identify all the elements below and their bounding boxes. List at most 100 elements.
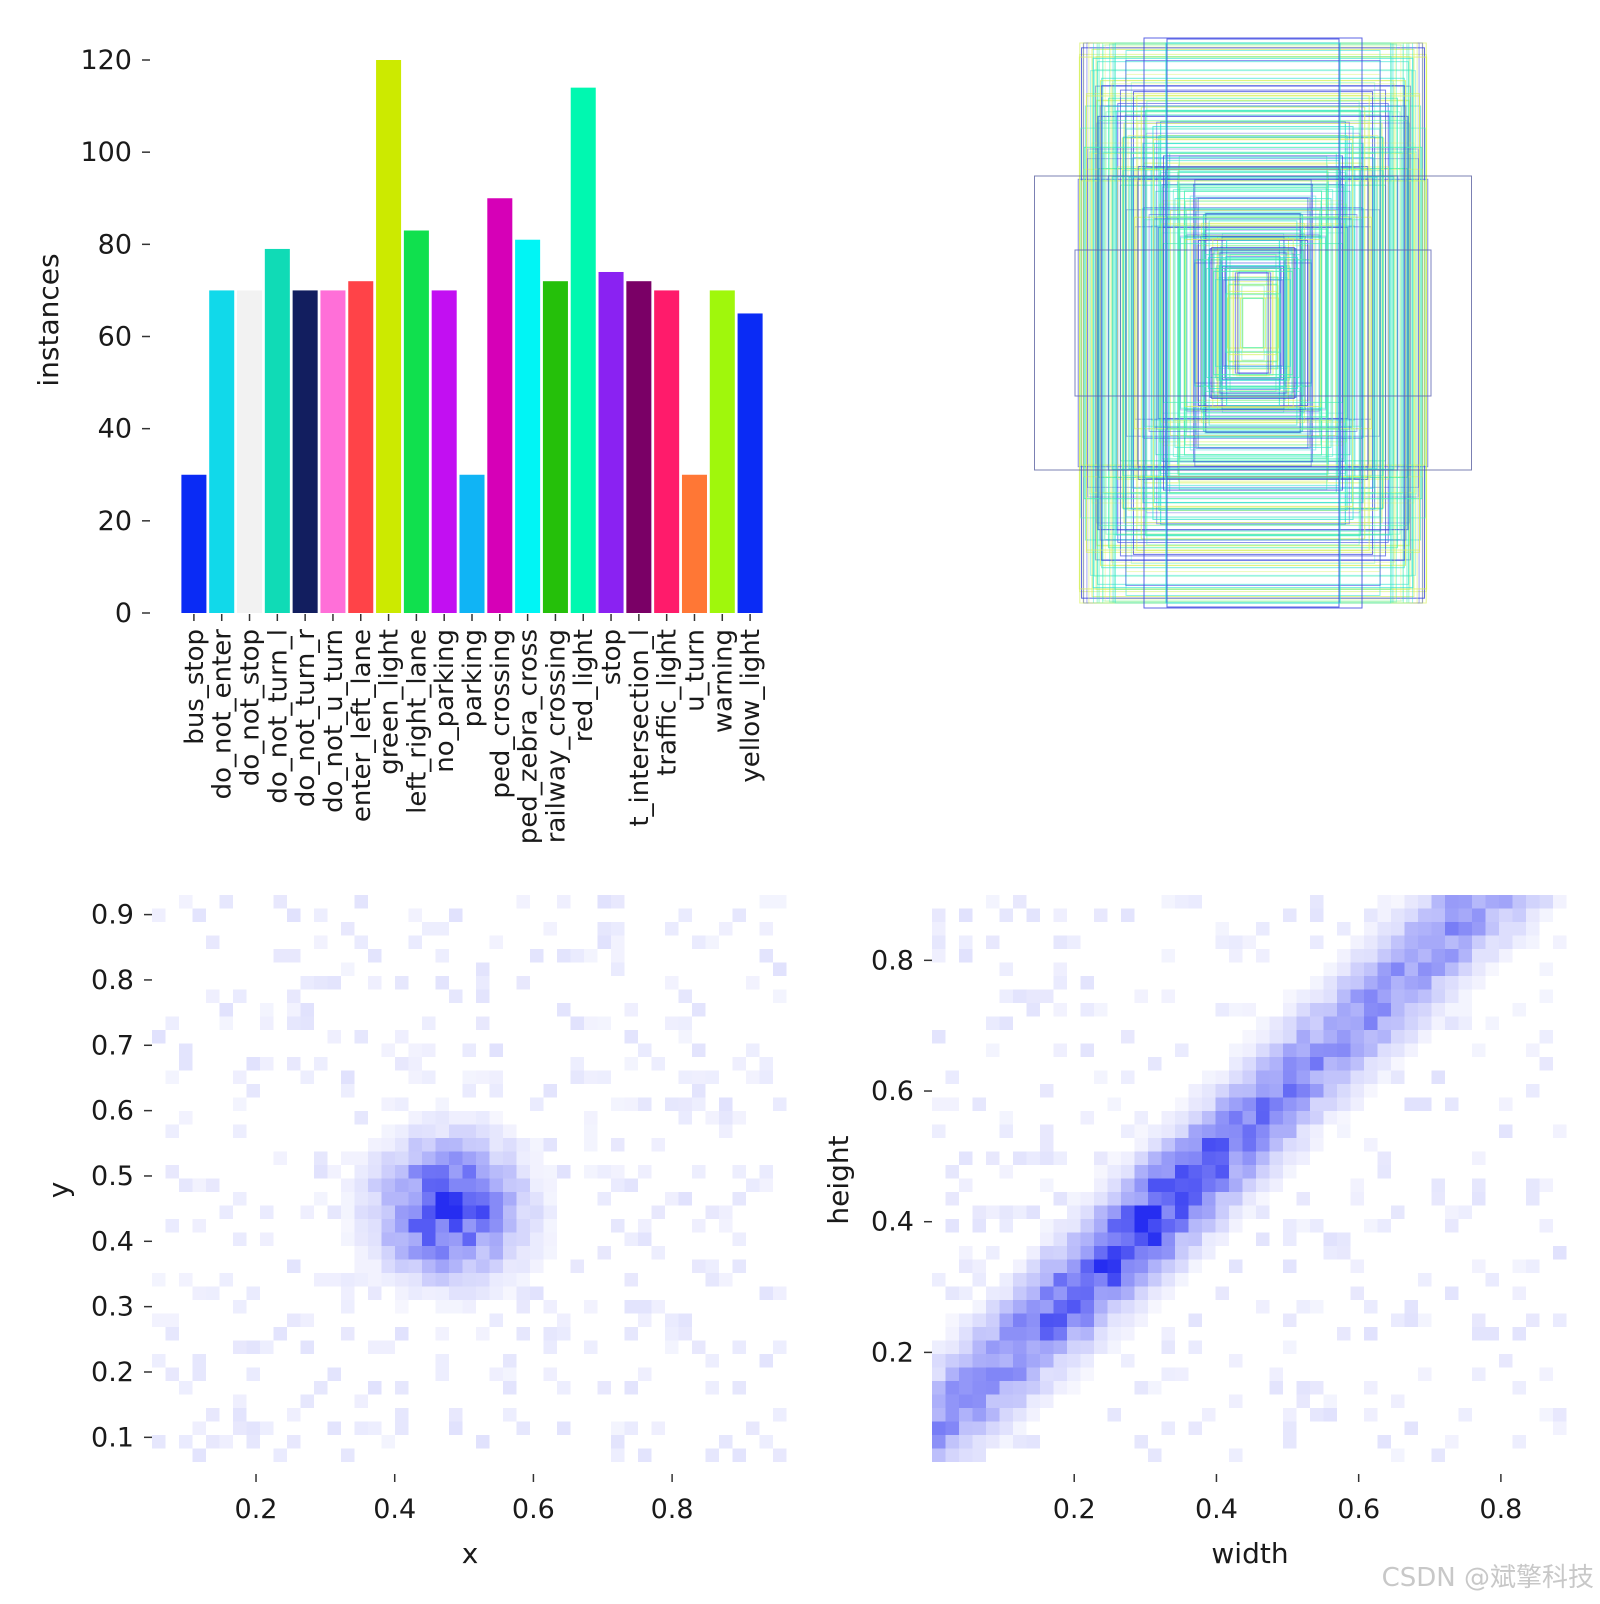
heatmap-cell (1094, 1192, 1108, 1206)
heatmap-cell (435, 1354, 449, 1368)
heatmap-cell (1445, 1205, 1459, 1219)
heatmap-cell (1283, 1043, 1297, 1057)
heatmap-cell (1215, 1165, 1229, 1179)
label-box (1099, 105, 1407, 541)
heatmap-cell (1337, 1003, 1351, 1017)
heatmap-cell (476, 1016, 490, 1030)
heatmap-cell (1148, 1192, 1162, 1206)
x-tick-label: 0.2 (1053, 1494, 1096, 1525)
heatmap-cell (665, 1340, 679, 1354)
heatmap-cell (1377, 1070, 1391, 1084)
heatmap-cell (503, 1286, 517, 1300)
heatmap-cell (624, 1030, 638, 1044)
bar-bus-stop (181, 474, 207, 613)
label-box (1083, 168, 1423, 478)
heatmap-cell (1148, 1165, 1162, 1179)
heatmap-cell (1080, 1246, 1094, 1260)
heatmap-cell (152, 1273, 166, 1287)
heatmap-cell (1296, 1300, 1310, 1314)
heatmap-cell (624, 1273, 638, 1287)
heatmap-cell (1053, 1151, 1067, 1165)
heatmap-cell (1404, 976, 1418, 990)
heatmap-cell (1350, 1192, 1364, 1206)
heatmap-cell (1418, 1016, 1432, 1030)
heatmap-cell (1013, 895, 1027, 909)
label-box (1241, 285, 1265, 361)
heatmap-cell (1161, 1246, 1175, 1260)
heatmap-cell (611, 1178, 625, 1192)
heatmap-cell (1026, 1327, 1040, 1341)
heatmap-cell (746, 1178, 760, 1192)
heatmap-cell (1445, 1435, 1459, 1449)
heatmap-cell (1215, 1124, 1229, 1138)
heatmap-cell (1310, 1043, 1324, 1057)
heatmap-cell (1283, 908, 1297, 922)
heatmap-cell (449, 1246, 463, 1260)
heatmap-cell (665, 1192, 679, 1206)
heatmap-cell (354, 1273, 368, 1287)
heatmap-cell (1337, 1327, 1351, 1341)
heatmap-cell (1161, 1327, 1175, 1341)
heatmap-cell (1296, 1084, 1310, 1098)
heatmap-cell (1161, 1192, 1175, 1206)
heatmap-cell (1350, 989, 1364, 1003)
heatmap-cell (381, 1043, 395, 1057)
heatmap-cell (570, 1259, 584, 1273)
heatmap-cell (179, 1381, 193, 1395)
heatmap-cell (300, 1003, 314, 1017)
label-box (1222, 279, 1284, 367)
heatmap-cell (584, 1124, 598, 1138)
heatmap-cell (1364, 1327, 1378, 1341)
heatmap-cell (1445, 976, 1459, 990)
heatmap-cell (1026, 1205, 1040, 1219)
heatmap-cell (1418, 1273, 1432, 1287)
heatmap-cell (1148, 1448, 1162, 1462)
heatmap-cell (959, 1421, 973, 1435)
heatmap-cell (986, 1151, 1000, 1165)
label-box (1125, 50, 1381, 596)
heatmap-cell (932, 1030, 946, 1044)
heatmap-cell (543, 1138, 557, 1152)
heatmap-cell (395, 1165, 409, 1179)
heatmap-cell (1512, 895, 1526, 909)
heatmap-cell (1377, 1030, 1391, 1044)
heatmap-cell (1445, 1016, 1459, 1030)
heatmap-cell (1269, 1178, 1283, 1192)
heatmap-cell (449, 908, 463, 922)
heatmap-cell (1121, 1273, 1135, 1287)
heatmap-cell (1229, 1124, 1243, 1138)
heatmap-cell (1202, 1151, 1216, 1165)
heatmap-cell (1418, 989, 1432, 1003)
bar-y-tick-label: 120 (80, 45, 132, 76)
heatmap-cell (1485, 922, 1499, 936)
heatmap-cell (341, 1192, 355, 1206)
bar-x-tick-label: do_not_u_turn (319, 629, 349, 813)
label-box (1221, 265, 1285, 381)
y-tick-label: 0.7 (91, 1030, 134, 1061)
heatmap-cell (1229, 1097, 1243, 1111)
heatmap-cell (1026, 1435, 1040, 1449)
heatmap-cell (368, 1421, 382, 1435)
heatmap-cell (489, 1124, 503, 1138)
heatmap-cell (759, 1435, 773, 1449)
heatmap-cell (300, 1205, 314, 1219)
heatmap-cell (986, 1016, 1000, 1030)
heatmap-cell (516, 1286, 530, 1300)
heatmap-cell (945, 1394, 959, 1408)
heatmap-cell (1458, 1016, 1472, 1030)
heatmap-cell (516, 1151, 530, 1165)
heatmap-cell (932, 1448, 946, 1462)
heatmap-cell (932, 1408, 946, 1422)
heatmap-cell (1364, 1003, 1378, 1017)
heatmap-cell (152, 1435, 166, 1449)
xy-y-axis-label: y (42, 1182, 75, 1199)
heatmap-cell (449, 1421, 463, 1435)
heatmap-cell (1148, 1178, 1162, 1192)
heatmap-cell (1485, 962, 1499, 976)
label-box (1226, 239, 1280, 407)
heatmap-cell (759, 1057, 773, 1071)
heatmap-cell (1337, 1097, 1351, 1111)
heatmap-cell (692, 1165, 706, 1179)
heatmap-cell (476, 1165, 490, 1179)
label-box (1233, 281, 1273, 365)
